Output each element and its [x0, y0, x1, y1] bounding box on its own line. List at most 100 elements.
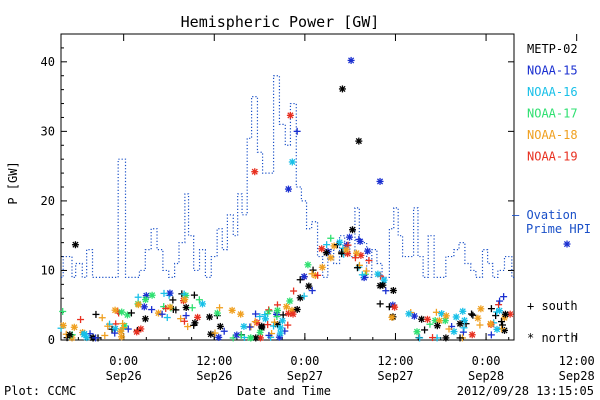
- data-point: [240, 322, 248, 330]
- data-point: [441, 317, 449, 325]
- data-point: [264, 321, 272, 329]
- x-tick-time-label: 12:00: [559, 354, 595, 368]
- data-point: [137, 325, 145, 333]
- data-point: [261, 311, 269, 319]
- data-point: [207, 330, 215, 338]
- data-point: [140, 303, 148, 311]
- data-point: [358, 271, 366, 279]
- data-point: [184, 323, 192, 331]
- data-point: [252, 334, 260, 342]
- data-point: [119, 320, 127, 328]
- peak-data-point: [293, 127, 301, 135]
- data-point: [124, 325, 132, 333]
- data-point: [271, 318, 279, 326]
- data-point: [142, 296, 150, 304]
- data-point: [211, 329, 219, 337]
- data-point: [92, 310, 100, 318]
- x-tick-date-label: Sep27: [287, 369, 323, 383]
- data-point: [445, 325, 453, 333]
- x-tick-date-label: Sep26: [196, 369, 232, 383]
- legend-entry-noaa-15: NOAA-15: [527, 64, 578, 78]
- data-point: [379, 281, 387, 289]
- peak-data-point: [563, 240, 571, 248]
- footer-timestamp: 2012/09/28 13:15:05: [457, 384, 594, 398]
- data-point: [237, 331, 245, 339]
- data-point: [336, 238, 344, 246]
- data-point: [282, 303, 290, 311]
- data-point: [134, 293, 142, 301]
- data-point: [83, 334, 91, 342]
- legend-entry-metp-02: METP-02: [527, 42, 578, 56]
- data-point: [433, 322, 441, 330]
- y-axis-label: P [GW]: [6, 161, 20, 204]
- data-point: [501, 310, 509, 318]
- data-point: [492, 312, 500, 320]
- data-point: [500, 293, 508, 301]
- x-tick-time-label: 12:00: [377, 354, 413, 368]
- data-point: [270, 322, 278, 330]
- data-point: [190, 291, 198, 299]
- ovation-prime-hpi-series: [61, 75, 514, 279]
- data-point: [421, 326, 429, 334]
- peak-data-point: [376, 177, 384, 185]
- y-tick-label: 30: [41, 124, 55, 138]
- data-point: [220, 327, 228, 335]
- data-point: [194, 313, 202, 321]
- data-point: [104, 322, 112, 330]
- data-point: [495, 301, 503, 309]
- data-point: [300, 292, 308, 300]
- data-point: [246, 323, 254, 331]
- data-point: [215, 333, 223, 341]
- data-point: [346, 233, 354, 241]
- data-point: [476, 321, 484, 329]
- data-point: [413, 328, 421, 336]
- data-point: [290, 287, 298, 295]
- data-point: [289, 310, 297, 318]
- data-point: [195, 296, 203, 304]
- data-point: [199, 300, 207, 308]
- data-point: [191, 319, 199, 327]
- data-point: [166, 289, 174, 297]
- data-point: [284, 321, 292, 329]
- data-point: [355, 235, 363, 243]
- data-point: [118, 333, 126, 341]
- peak-data-point: [355, 137, 363, 145]
- data-point: [154, 309, 162, 317]
- data-point: [253, 319, 261, 327]
- data-point: [279, 311, 287, 319]
- data-point: [423, 315, 431, 323]
- data-point: [77, 316, 85, 324]
- data-point: [233, 331, 241, 339]
- data-point: [265, 307, 273, 315]
- data-point: [314, 271, 322, 279]
- data-point: [352, 249, 360, 257]
- x-tick-time-label: 0:00: [290, 354, 319, 368]
- data-point: [118, 308, 126, 316]
- data-point: [247, 334, 255, 342]
- data-point: [468, 331, 476, 339]
- data-point: [327, 254, 335, 262]
- legend-marker-south: + south: [527, 299, 578, 313]
- data-point: [468, 310, 476, 318]
- x-tick-time-label: 0:00: [109, 354, 138, 368]
- data-point: [348, 226, 356, 234]
- data-point: [166, 303, 174, 311]
- plot-frame: [60, 33, 515, 341]
- data-point: [308, 287, 316, 295]
- data-point: [293, 305, 301, 313]
- data-point: [160, 289, 168, 297]
- data-point: [391, 303, 399, 311]
- y-tick-label: 40: [41, 55, 55, 69]
- data-point: [388, 313, 396, 321]
- data-point: [59, 307, 67, 315]
- data-point: [318, 263, 326, 271]
- legend-entry-noaa-18: NOAA-18: [527, 128, 578, 142]
- data-point: [117, 327, 125, 335]
- data-point: [364, 247, 372, 255]
- data-point: [442, 312, 450, 320]
- data-point: [499, 321, 507, 329]
- data-point: [141, 315, 149, 323]
- data-point: [98, 314, 106, 322]
- data-point: [206, 313, 214, 321]
